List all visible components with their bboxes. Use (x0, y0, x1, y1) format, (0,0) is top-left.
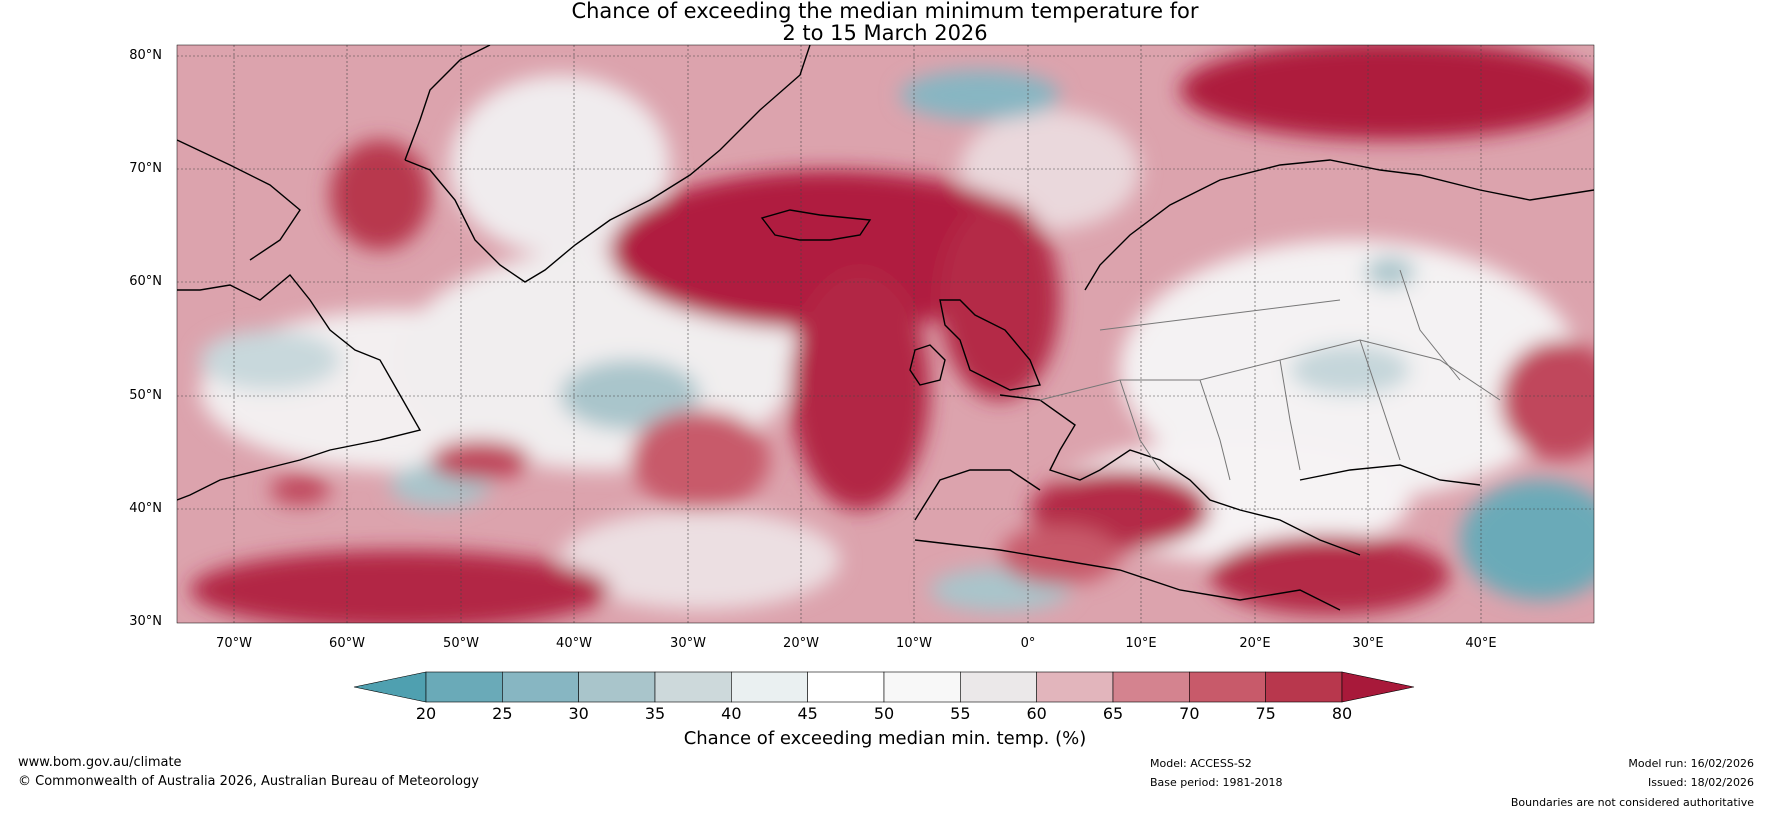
colorbar-tick-label: 70 (1179, 704, 1200, 723)
lat-label-60n: 60°N (129, 274, 162, 289)
lon-label-20e: 20°E (1239, 636, 1271, 651)
probability-field (190, 45, 1594, 623)
colorbar-tick-label: 50 (873, 704, 895, 723)
north-america-coast (177, 274, 422, 501)
website-link[interactable]: www.bom.gov.au/climate (18, 755, 182, 770)
baffin-coast (177, 139, 301, 261)
colorbar-tick-label: 65 (1102, 704, 1124, 723)
scandinavia-coast (1084, 159, 1594, 291)
lon-label-10e: 10°E (1125, 636, 1157, 651)
greenland-coast (404, 45, 811, 283)
lon-label-60w: 60°W (329, 636, 365, 651)
iberia-coast (914, 469, 1041, 521)
iceland-coast (760, 209, 872, 241)
colorbar-label: Chance of exceeding median min. temp. (%… (683, 728, 1087, 749)
issued-date: Issued: 18/02/2026 (1647, 776, 1754, 789)
map-plot-area (177, 45, 1594, 623)
base-period: Base period: 1981-2018 (1150, 776, 1283, 789)
model-name: Model: ACCESS-S2 (1150, 757, 1252, 770)
lon-label-70w: 70°W (216, 636, 252, 651)
lon-label-10w: 10°W (896, 636, 932, 651)
black-sea-coast (1299, 464, 1481, 486)
north-africa-coast (914, 539, 1341, 611)
lat-label-40n: 40°N (129, 501, 162, 516)
lon-label-0: 0° (1020, 636, 1036, 651)
lon-label-20w: 20°W (783, 636, 819, 651)
model-run-date: Model run: 16/02/2026 (1628, 757, 1754, 770)
colorbar-tick-label: 60 (1026, 704, 1047, 723)
colorbar-tick-label: 40 (721, 704, 742, 723)
great-britain-coast (939, 299, 1041, 391)
lon-label-30e: 30°E (1352, 636, 1384, 651)
lon-label-40e: 40°E (1465, 636, 1497, 651)
country-borders (1039, 269, 1501, 481)
lat-label-70n: 70°N (129, 161, 162, 176)
europe-south-coast (999, 394, 1361, 556)
map-frame (176, 44, 1595, 624)
map-title-line1: Chance of exceeding the median minimum t… (571, 0, 1199, 23)
lon-label-50w: 50°W (443, 636, 479, 651)
lat-label-80n: 80°N (129, 48, 162, 63)
coastlines (177, 45, 1594, 611)
colorbar-tick-label: 30 (568, 704, 589, 723)
lat-label-30n: 30°N (129, 614, 162, 629)
colorbar-tick-label: 35 (644, 704, 666, 723)
copyright-text: © Commonwealth of Australia 2026, Austra… (18, 774, 479, 789)
colorbar-tick-label: 80 (1331, 704, 1353, 723)
colorbar-tick-label: 20 (415, 704, 437, 723)
map-graticule (177, 45, 1594, 623)
colorbar-tick-label: 75 (1255, 704, 1276, 723)
colorbar-tick-label: 45 (797, 704, 818, 723)
map-title-line2: 2 to 15 March 2026 (782, 21, 988, 45)
boundaries-disclaimer: Boundaries are not considered authoritat… (1510, 796, 1754, 809)
colorbar-tick-label: 55 (950, 704, 971, 723)
lon-label-40w: 40°W (556, 636, 592, 651)
lon-label-30w: 30°W (670, 636, 706, 651)
lat-label-50n: 50°N (129, 388, 162, 403)
colorbar-tick-label: 25 (492, 704, 513, 723)
ireland-coast (909, 344, 946, 386)
